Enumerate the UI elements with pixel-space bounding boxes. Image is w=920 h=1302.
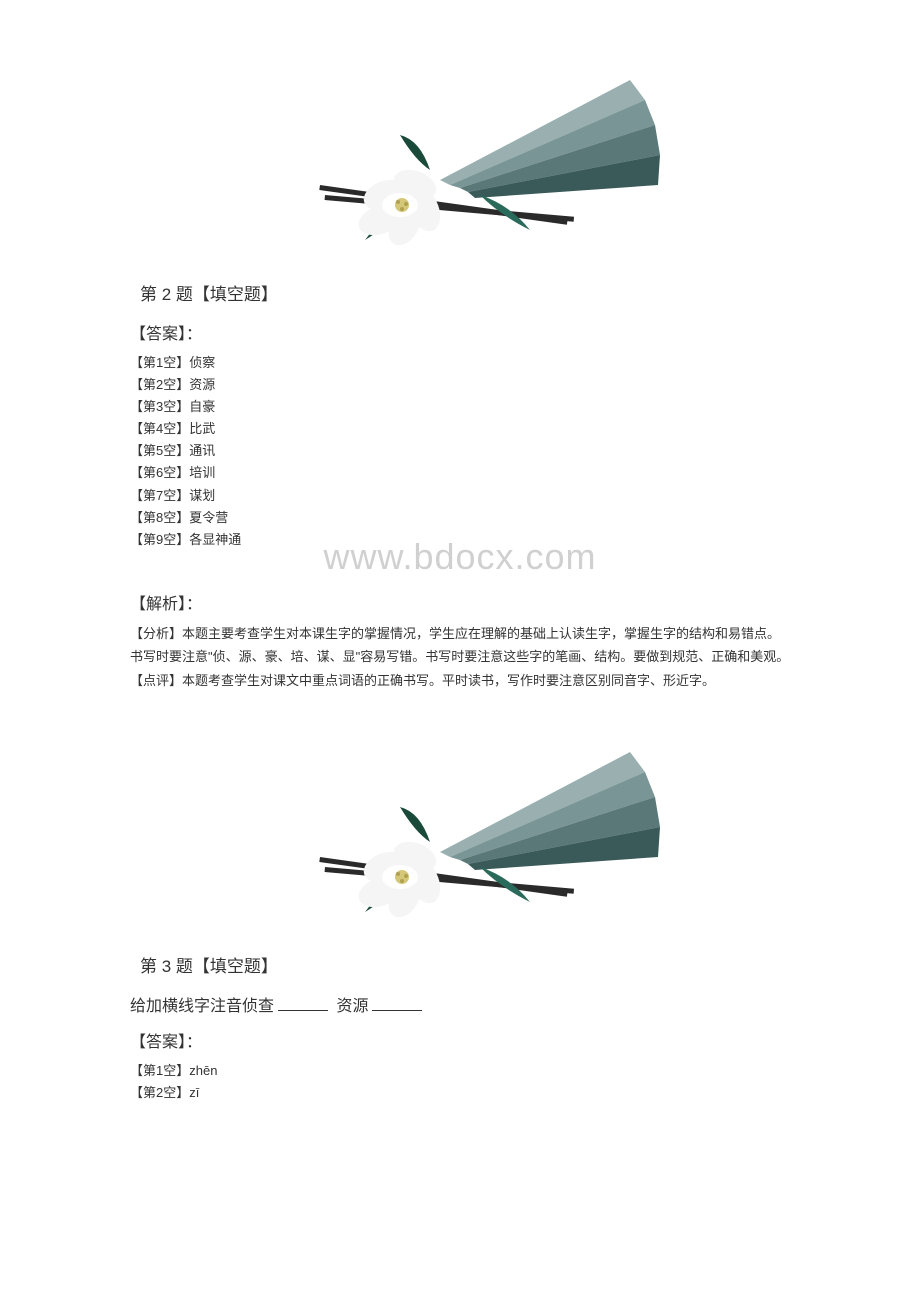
question-2-answer-list: 【第1空】侦察 【第2空】资源 【第3空】自豪 【第4空】比武 【第5空】通讯 … bbox=[130, 352, 790, 551]
watermark-text: www.bdocx.com bbox=[323, 536, 596, 578]
answer-item: 【第6空】培训 bbox=[130, 462, 790, 484]
sub-mid: 资源 bbox=[332, 998, 368, 1015]
answer-item: 【第7空】谋划 bbox=[130, 485, 790, 507]
answer-item: 【第8空】夏令营 bbox=[130, 507, 790, 529]
question-2-analysis-content: 【分析】本题主要考查学生对本课生字的掌握情况，学生应在理解的基础上认读生字，掌握… bbox=[130, 622, 790, 692]
analysis-text-2: 【点评】本题考查学生对课文中重点词语的正确书写。平时读书，写作时要注意区别同音字… bbox=[130, 669, 790, 692]
blank-underline bbox=[372, 1010, 422, 1011]
answer-item: 【第1空】侦察 bbox=[130, 352, 790, 374]
answer-item: 【第2空】zī bbox=[130, 1082, 790, 1104]
analysis-text-1: 【分析】本题主要考查学生对本课生字的掌握情况，学生应在理解的基础上认读生字，掌握… bbox=[130, 622, 790, 669]
answer-item: 【第4空】比武 bbox=[130, 418, 790, 440]
answer-item: 【第2空】资源 bbox=[130, 374, 790, 396]
question-3-answer-label: 【答案】： bbox=[130, 1028, 790, 1052]
blank-underline bbox=[278, 1010, 328, 1011]
question-2-analysis-label: 【解析】： bbox=[130, 590, 790, 614]
question-3-answer-list: 【第1空】zhēn 【第2空】zī bbox=[130, 1060, 790, 1104]
sub-prefix: 给加横线字注音侦查 bbox=[130, 998, 274, 1015]
question-3-sub: 给加横线字注音侦查 资源 bbox=[130, 992, 790, 1016]
answer-item: 【第3空】自豪 bbox=[130, 396, 790, 418]
answer-item: 【第1空】zhēn bbox=[130, 1060, 790, 1082]
watermark: www.bdocx.com bbox=[130, 536, 790, 578]
answer-item: 【第5空】通讯 bbox=[130, 440, 790, 462]
question-2-title: 第 2 题【填空题】 bbox=[140, 280, 790, 305]
decorative-fan-flower-1 bbox=[130, 40, 790, 250]
question-3-title: 第 3 题【填空题】 bbox=[140, 952, 790, 977]
decorative-fan-flower-2 bbox=[130, 712, 790, 922]
question-2-answer-label: 【答案】： bbox=[130, 320, 790, 344]
